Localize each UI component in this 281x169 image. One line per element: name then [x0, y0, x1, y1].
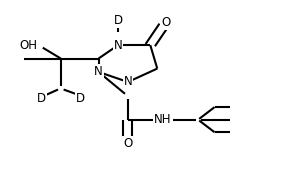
- Text: N: N: [114, 39, 123, 52]
- Text: O: O: [123, 137, 133, 150]
- Text: NH: NH: [154, 113, 172, 126]
- Text: D: D: [37, 92, 46, 105]
- Text: D: D: [76, 92, 85, 105]
- Text: O: O: [161, 16, 170, 29]
- Text: N: N: [124, 76, 132, 89]
- Text: OH: OH: [19, 39, 37, 52]
- Text: D: D: [114, 14, 123, 27]
- Text: N: N: [94, 65, 103, 78]
